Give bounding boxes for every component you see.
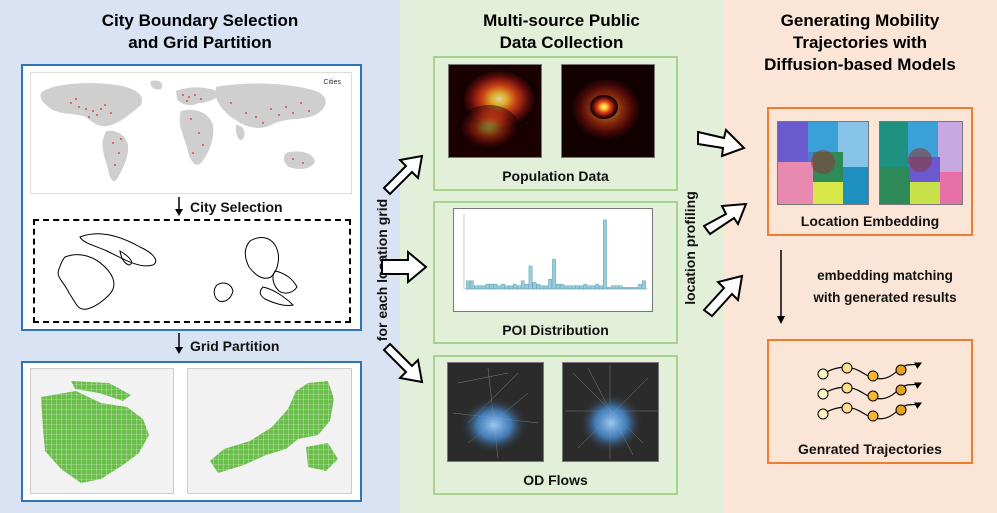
poi-bar [560, 283, 564, 290]
od-flow-graphic [565, 365, 657, 459]
arrow-to-embedding-icon-2 [702, 202, 748, 236]
poi-chart [453, 208, 653, 312]
arrow-to-od-icon [382, 342, 424, 384]
city-column-title: City Boundary Selection and Grid Partiti… [101, 11, 299, 52]
od-flow-graphic [452, 367, 539, 459]
data-column-title: Multi-source Public Data Collection [483, 11, 640, 52]
population-heatmap-2 [561, 64, 655, 158]
poi-bar [548, 278, 552, 290]
trajectory-graphic [817, 362, 923, 422]
poi-bar [544, 285, 549, 290]
location-embedding-panel [767, 107, 973, 236]
down-arrow-icon [175, 197, 183, 216]
poi-bar [579, 285, 584, 290]
embedding-matching-label: embedding matching with generated result… [813, 268, 957, 305]
location-embedding-label: Location Embedding [800, 213, 940, 229]
arrow-to-embedding-icon-3 [702, 274, 744, 318]
poi-bar-chart [463, 214, 648, 290]
city-boundaries-graphic [57, 233, 298, 310]
poi-bar [571, 285, 576, 290]
poi-bar [638, 283, 642, 290]
grid-map-left [30, 368, 174, 494]
world-cities-map: Cities [30, 72, 352, 194]
poi-bar [552, 259, 556, 290]
poi-bar [603, 219, 607, 290]
od-flow-map-2 [562, 362, 659, 462]
poi-bar [595, 283, 599, 290]
poi-bar [583, 283, 588, 290]
poi-bar [509, 285, 513, 290]
arrow-to-population-icon [382, 154, 424, 196]
poi-bar [614, 285, 619, 290]
grid-map-right [187, 368, 352, 494]
grid-map-left-graphic [41, 381, 149, 483]
poi-bar [642, 280, 646, 290]
embedding-map-2 [879, 121, 963, 205]
poi-bar [473, 285, 478, 290]
poi-bar [497, 285, 502, 290]
poi-bar [470, 280, 474, 290]
city-boundaries-box [33, 219, 351, 323]
down-arrow-icon [777, 250, 785, 324]
poi-bar [524, 283, 529, 290]
poi-bar [556, 283, 560, 290]
heatmap-graphic [562, 65, 654, 157]
poi-bar [599, 285, 603, 290]
poi-bar [575, 285, 580, 290]
arrow-to-poi-icon [381, 250, 428, 284]
poi-bar [540, 285, 545, 290]
poi-bar [528, 265, 533, 290]
population-panel [433, 56, 678, 191]
poi-bar [587, 285, 592, 290]
cities-legend: Cities [323, 79, 341, 86]
poi-bar [505, 285, 509, 290]
population-heatmap-1 [448, 64, 542, 158]
city-dots [70, 94, 310, 166]
poi-distribution-label: POI Distribution [502, 322, 609, 338]
poi-bar [630, 287, 635, 290]
poi-bar [622, 287, 627, 290]
poi-bar [607, 287, 611, 290]
poi-bar [477, 285, 482, 290]
poi-bar [563, 285, 568, 290]
poi-bar [532, 282, 537, 290]
poi-bar [520, 280, 525, 290]
embedding-graphic [778, 122, 868, 204]
poi-bar [610, 285, 615, 290]
poi-bar [567, 285, 572, 290]
poi-panel [433, 201, 678, 344]
generation-column-title: Generating Mobility Trajectories with Di… [764, 11, 956, 74]
poi-bar [626, 287, 631, 290]
poi-bar [517, 285, 521, 290]
od-flows-label: OD Flows [523, 472, 588, 488]
poi-bar [485, 283, 490, 290]
poi-bar [591, 285, 595, 290]
generated-trajectories-label: Genrated Trajectories [798, 441, 942, 457]
poi-bar [513, 283, 517, 290]
poi-bar [481, 285, 486, 290]
poi-bar [634, 287, 639, 290]
poi-bar [493, 283, 498, 290]
trajectories-panel [767, 339, 973, 464]
location-profiling-label: location profiling [682, 191, 698, 305]
embedding-graphic [880, 122, 962, 204]
poi-bar [466, 280, 470, 290]
poi-bar [501, 283, 505, 290]
poi-bar [489, 283, 494, 290]
arrow-to-embedding-icon-1 [697, 128, 746, 158]
grid-map-right-graphic [210, 381, 338, 473]
city-selection-label: City Selection [190, 199, 283, 215]
population-data-label: Population Data [502, 168, 609, 184]
grid-partition-label: Grid Partition [190, 338, 280, 354]
world-map-graphic [40, 80, 326, 182]
od-panel [433, 355, 678, 495]
poi-bar [536, 283, 541, 290]
od-flow-map-1 [447, 362, 544, 462]
heatmap-graphic [449, 65, 541, 157]
embedding-map-1 [777, 121, 869, 205]
down-arrow-icon [175, 333, 183, 354]
poi-bar [618, 285, 623, 290]
